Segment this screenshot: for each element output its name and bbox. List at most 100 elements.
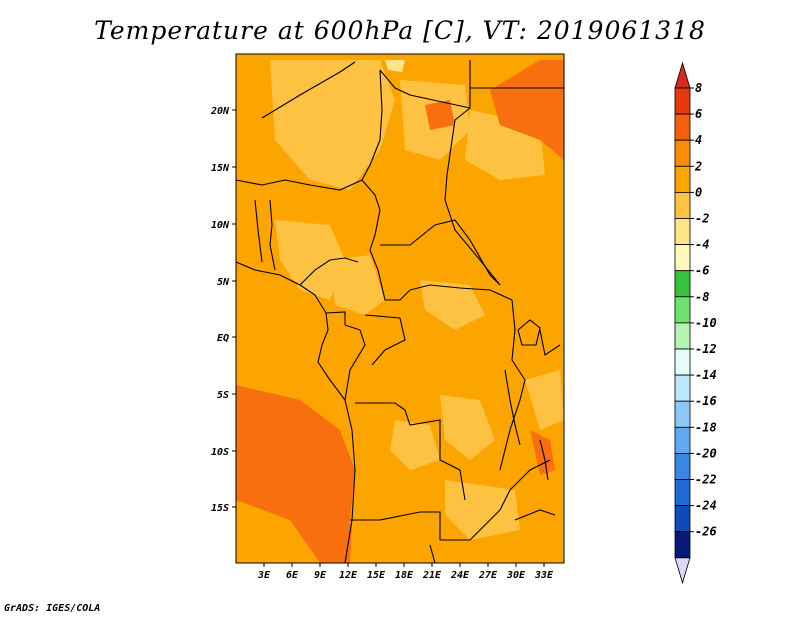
border-line bbox=[254, 199, 263, 263]
colorbar-swatch bbox=[674, 322, 691, 350]
colorbar-label: 6 bbox=[695, 107, 702, 121]
border-line bbox=[325, 311, 346, 325]
lon-tick-label: 33E bbox=[534, 570, 554, 581]
border-line bbox=[355, 402, 466, 501]
border-line bbox=[514, 509, 556, 521]
east-africa-light-region bbox=[525, 370, 564, 430]
colorbar-label: 2 bbox=[694, 159, 702, 173]
latitude-axis: 20N 15N 10N 5N EQ 5S 10S 15S bbox=[210, 106, 236, 514]
grads-credit: GrADS: IGES/COLA bbox=[4, 603, 101, 614]
border-line bbox=[409, 284, 513, 301]
colorbar-swatch bbox=[674, 479, 691, 507]
chart-title: Temperature at 600hPa [C], VT: 201906131… bbox=[94, 16, 706, 45]
lon-tick-label: 18E bbox=[395, 570, 414, 581]
colorbar-swatch bbox=[674, 400, 691, 428]
border-line bbox=[261, 61, 356, 119]
border-line bbox=[236, 179, 363, 191]
colorbar-label: -18 bbox=[695, 420, 717, 434]
lat-tick-label: EQ bbox=[217, 333, 229, 344]
colorbar-swatch bbox=[674, 296, 691, 324]
lake-tanganyika bbox=[504, 369, 521, 446]
colorbar-swatch bbox=[674, 426, 691, 454]
colorbar-label: -4 bbox=[695, 238, 709, 252]
colorbar-label: -10 bbox=[695, 316, 717, 330]
lon-tick-label: 3E bbox=[257, 570, 271, 581]
colorbar-label: -12 bbox=[695, 342, 717, 356]
cameroon-light-region bbox=[330, 255, 385, 315]
colorbar-label: 4 bbox=[695, 133, 702, 147]
colorbar-swatch bbox=[674, 139, 691, 167]
southwest-dark-region bbox=[236, 385, 355, 563]
lat-tick-label: 10N bbox=[211, 220, 230, 231]
colorbar-swatch bbox=[674, 270, 691, 298]
lat-tick-label: 20N bbox=[210, 106, 230, 117]
border-line bbox=[444, 199, 501, 286]
lon-tick-label: 21E bbox=[422, 570, 442, 581]
colorbar-swatch bbox=[674, 87, 691, 115]
colorbar-swatch bbox=[674, 452, 691, 480]
lake-victoria bbox=[517, 319, 541, 346]
border-line bbox=[511, 299, 526, 381]
border-line bbox=[369, 249, 411, 301]
border-line bbox=[361, 179, 381, 251]
colorbar-swatch bbox=[674, 348, 691, 376]
colorbar-swatch bbox=[674, 218, 691, 246]
border-line bbox=[380, 219, 501, 286]
namibia-dark-patch bbox=[336, 520, 352, 563]
angola-light-region bbox=[390, 420, 440, 470]
border-line bbox=[364, 314, 406, 366]
colorbar-label: -16 bbox=[695, 394, 717, 408]
rift-dark-patch bbox=[530, 430, 555, 475]
lon-tick-label: 27E bbox=[478, 570, 498, 581]
lat-tick-label: 15N bbox=[211, 163, 230, 174]
colorbar-swatch bbox=[674, 531, 691, 559]
nigeria-light-region bbox=[275, 220, 345, 300]
lat-tick-label: 5S bbox=[217, 390, 229, 401]
border-line bbox=[344, 324, 366, 401]
colorbar-swatch bbox=[674, 113, 691, 141]
colorbar-swatch bbox=[674, 374, 691, 402]
lon-tick-label: 15E bbox=[367, 570, 386, 581]
country-borders bbox=[236, 60, 564, 563]
colorbar: 8 6 4 2 0 -2 -4 -6 -8 -10 -12 -14 -16 -18 -20 -22 -24 -26 bbox=[674, 61, 717, 585]
lon-tick-label: 24E bbox=[450, 570, 470, 581]
colorbar-label: -14 bbox=[695, 368, 717, 382]
lon-tick-label: 30E bbox=[506, 570, 526, 581]
border-line bbox=[499, 459, 551, 511]
lon-tick-label: 12E bbox=[339, 570, 358, 581]
colorbar-top-arrow bbox=[674, 61, 691, 89]
border-line bbox=[539, 329, 561, 356]
lon-tick-label: 6E bbox=[286, 570, 299, 581]
colorbar-label: -24 bbox=[695, 499, 717, 513]
border-line bbox=[299, 257, 359, 286]
colorbar-bottom-arrow bbox=[674, 557, 691, 585]
sahara-light-region bbox=[270, 60, 395, 190]
lat-tick-label: 5N bbox=[217, 277, 230, 288]
colorbar-swatch bbox=[674, 191, 691, 219]
coastline bbox=[236, 261, 356, 563]
warm-dark-regions bbox=[236, 60, 564, 563]
colorbar-label: -20 bbox=[695, 446, 717, 460]
border-line bbox=[429, 544, 436, 563]
colorbar-swatch bbox=[674, 505, 691, 533]
lat-tick-label: 10S bbox=[211, 447, 229, 458]
colorbar-label: -26 bbox=[695, 525, 717, 539]
border-line bbox=[361, 69, 383, 181]
colorbar-label: -8 bbox=[695, 290, 709, 304]
colorbar-label: 8 bbox=[695, 81, 702, 95]
colorbar-label: -6 bbox=[695, 264, 709, 278]
lon-tick-label: 9E bbox=[314, 570, 327, 581]
border-line bbox=[499, 379, 526, 471]
lat-tick-label: 15S bbox=[211, 503, 229, 514]
congo-light-region-1 bbox=[420, 280, 485, 330]
border-line bbox=[379, 60, 471, 109]
libya-dark-patch bbox=[425, 100, 455, 130]
colorbar-label: -22 bbox=[695, 473, 717, 487]
map-frame bbox=[235, 53, 565, 564]
border-line bbox=[440, 509, 501, 541]
northeast-dark-region bbox=[490, 60, 564, 160]
pale-cool-spot bbox=[385, 60, 405, 72]
border-line bbox=[269, 199, 276, 271]
border-line bbox=[444, 107, 471, 201]
